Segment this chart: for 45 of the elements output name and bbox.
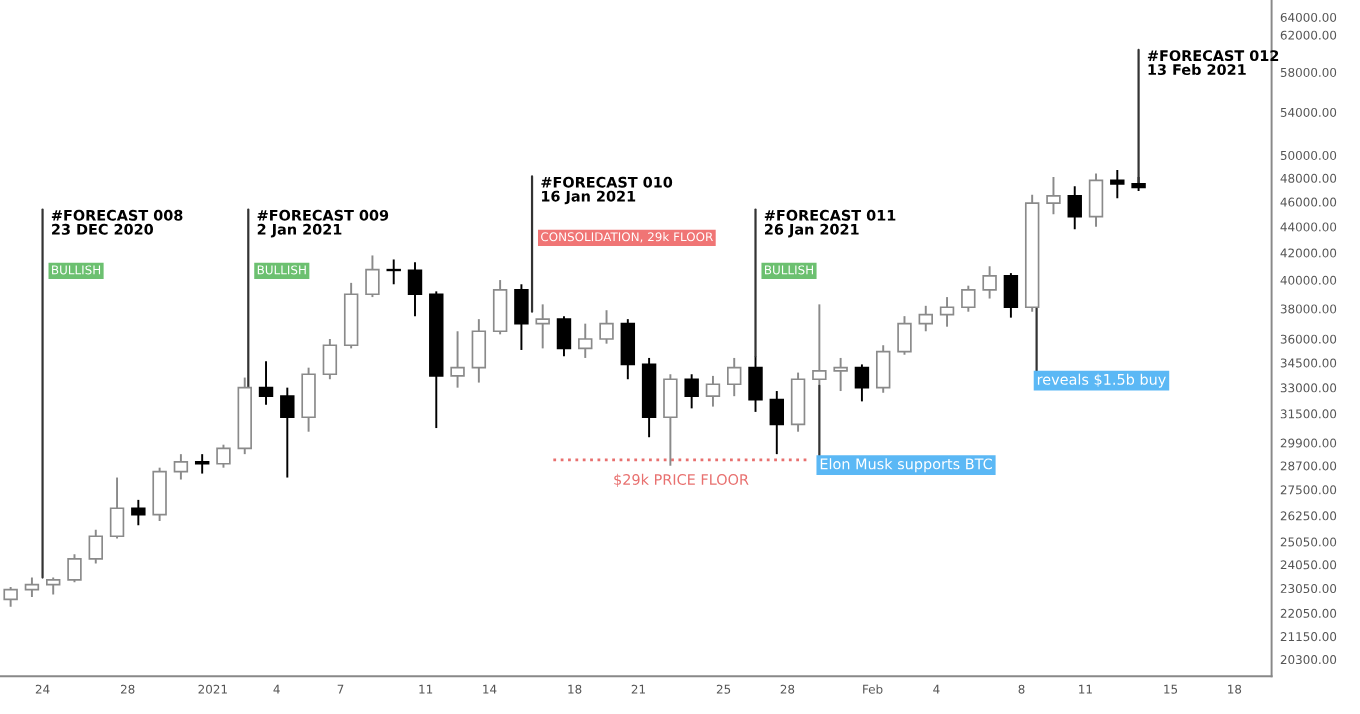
candlestick <box>301 366 316 433</box>
candlestick <box>450 330 465 389</box>
candlestick <box>24 576 40 598</box>
candlestick <box>216 443 231 469</box>
candlestick <box>407 261 423 318</box>
candlestick <box>961 284 976 313</box>
candlestick <box>727 356 742 398</box>
candlestick <box>556 315 572 358</box>
candlestick <box>1110 169 1125 200</box>
candlestick <box>131 498 146 527</box>
candlestick <box>535 303 550 350</box>
candlestick <box>194 453 210 475</box>
candlestick <box>790 371 806 433</box>
candlestick <box>152 466 167 522</box>
candlestick <box>3 586 18 608</box>
candlestick <box>173 453 189 481</box>
candlestick <box>1046 175 1061 216</box>
candlestick <box>620 318 636 381</box>
candlestick <box>833 356 848 393</box>
candlestick <box>258 360 274 406</box>
candlestick <box>1067 185 1082 231</box>
candlestick <box>982 265 997 300</box>
candlestick <box>875 344 891 394</box>
candlestick <box>705 374 721 408</box>
candlestick <box>684 373 699 410</box>
candlestick <box>67 553 82 584</box>
candlestick <box>918 304 933 333</box>
candlestick <box>280 386 295 479</box>
candlestick <box>365 254 380 299</box>
candlestick <box>897 315 912 356</box>
candlestick <box>939 296 955 328</box>
candlestick <box>492 279 508 336</box>
candlestick <box>1088 172 1104 228</box>
candlestick <box>109 476 125 540</box>
candlestick <box>663 373 678 467</box>
candlestick <box>769 390 785 456</box>
candlestick <box>1003 272 1019 319</box>
candlestick <box>599 309 614 345</box>
candlestick <box>854 363 870 403</box>
candlestick <box>514 283 529 351</box>
candlestick <box>88 528 103 565</box>
candlestick <box>386 258 401 286</box>
candlestick <box>471 318 487 384</box>
candlestick <box>578 322 593 359</box>
candlestick <box>322 338 338 381</box>
